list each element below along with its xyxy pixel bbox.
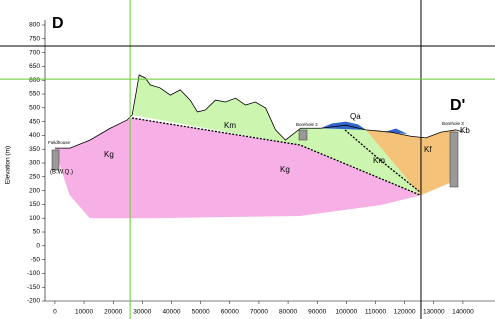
y-tick-label: -100 [27, 270, 40, 277]
x-tick-label: 10000 [75, 309, 93, 316]
borehole-label: Borehole 3 [442, 121, 464, 126]
unit-label: Kg [104, 150, 114, 159]
unit-label: Kg [280, 165, 290, 174]
borehole-label: (B.W.Q.) [50, 170, 73, 176]
y-tick-label: 100 [29, 215, 40, 222]
x-tick-label: 90000 [308, 309, 326, 316]
borehole [52, 150, 59, 170]
borehole-label: Fieldhouse [48, 140, 71, 145]
y-tick-label: -150 [27, 284, 40, 291]
y-tick-label: 750 [29, 36, 40, 43]
y-tick-label: 500 [29, 105, 40, 112]
y-tick-label: 150 [29, 201, 40, 208]
y-tick-label: 800 [29, 22, 40, 29]
y-tick-label: 700 [29, 49, 40, 56]
borehole [450, 132, 458, 187]
borehole [299, 130, 307, 140]
borehole-label: Borehole 2 [296, 122, 318, 127]
x-tick-label: 20000 [104, 309, 122, 316]
y-tick-label: 300 [29, 160, 40, 167]
y-tick-label: 550 [29, 91, 40, 98]
y-tick-label: 350 [29, 146, 40, 153]
x-tick-label: 110000 [365, 309, 387, 316]
y-tick-label: 0 [36, 243, 40, 250]
y-tick-label: 50 [33, 229, 41, 236]
x-tick-label: 40000 [162, 309, 180, 316]
y-tick-label: -50 [31, 256, 41, 263]
x-tick-label: 100000 [336, 309, 358, 316]
unit-label: Kb [460, 126, 470, 135]
unit-label: Qa [350, 112, 361, 121]
x-tick-label: 120000 [394, 309, 416, 316]
section-label: D [52, 15, 64, 32]
y-axis-title: Elevation (m) [5, 146, 12, 184]
x-tick-label: 0 [53, 309, 57, 316]
y-tick-label: 600 [29, 77, 40, 84]
unit-label: Km [373, 156, 385, 165]
x-tick-label: 60000 [221, 309, 239, 316]
y-tick-label: 250 [29, 174, 40, 181]
y-tick-label: -200 [27, 298, 40, 305]
section-label: D' [450, 97, 465, 114]
x-tick-label: 140000 [452, 309, 474, 316]
x-tick-label: 50000 [192, 309, 210, 316]
unit-label: Km [224, 121, 236, 130]
x-tick-label: 70000 [250, 309, 268, 316]
y-tick-label: 200 [29, 187, 40, 194]
y-tick-label: 450 [29, 118, 40, 125]
y-tick-label: 400 [29, 132, 40, 139]
chart: -200 -150 -100 -50 0 50 100 150 200 250 300 350 400 4… [0, 0, 495, 319]
x-tick-label: 80000 [279, 309, 297, 316]
unit-label: Kf [424, 145, 432, 154]
x-tick-label: 30000 [133, 309, 151, 316]
x-tick-label: 130000 [423, 309, 445, 316]
y-tick-label: 650 [29, 63, 40, 70]
